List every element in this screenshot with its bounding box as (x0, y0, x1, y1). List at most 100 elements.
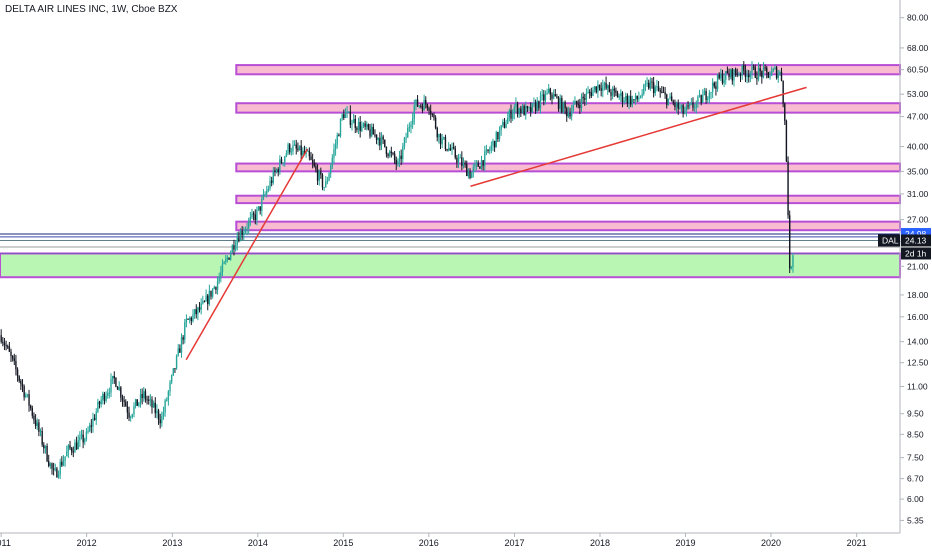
candle-body (488, 149, 491, 151)
candle-body (634, 95, 637, 101)
candle-body (521, 105, 524, 113)
candle-body (774, 67, 776, 69)
candle-body (262, 194, 265, 199)
candle-body (287, 144, 289, 154)
y-tick-label: 21.00 (907, 261, 929, 271)
candle-body (182, 337, 184, 340)
candle-body (434, 117, 437, 129)
x-tick-label: 2019 (675, 538, 695, 548)
candle-body (213, 286, 215, 289)
candle-body (126, 406, 129, 413)
candle-body (744, 70, 747, 78)
candle-body (290, 151, 293, 153)
y-tick-label: 18.00 (907, 290, 929, 300)
candle-body (700, 95, 702, 103)
candle-body (664, 92, 666, 95)
y-tick-label: 9.50 (907, 409, 924, 419)
candle-body (333, 149, 335, 158)
chart-title: DELTA AIR LINES INC, 1W, Cboe BZX (5, 4, 178, 15)
candle-body (467, 171, 470, 177)
candle-body (234, 245, 237, 250)
candle-body (300, 145, 302, 156)
candle-body (702, 95, 704, 103)
candle-body (684, 111, 686, 114)
candle-body (36, 422, 38, 426)
candle-body (192, 314, 194, 321)
candle-body (49, 463, 52, 466)
candle-body (400, 155, 402, 159)
candle-body (425, 99, 427, 105)
candle-body (690, 102, 693, 104)
candle-body (739, 74, 742, 76)
candle-body (757, 68, 760, 80)
candle-body (321, 174, 324, 188)
y-tick-label: 12.50 (907, 358, 929, 368)
candle-body (115, 377, 117, 387)
x-tick-label: 2016 (419, 538, 439, 548)
candle-body (728, 73, 730, 78)
candle-body (397, 160, 399, 165)
candle-body (243, 232, 245, 236)
candle-body (29, 405, 32, 409)
candle-body (597, 84, 599, 93)
candle-body (531, 103, 534, 113)
candle-body (26, 394, 29, 396)
y-tick-label: 40.00 (907, 142, 929, 152)
candle-body (543, 94, 545, 101)
candle-body (639, 96, 642, 98)
candle-body (295, 144, 297, 149)
candle-body (426, 104, 429, 109)
candle-body (654, 87, 656, 94)
candle-body (162, 412, 165, 417)
candle-body (631, 99, 634, 105)
candle-body (507, 117, 509, 124)
candle-body (669, 96, 671, 99)
candle-body (511, 112, 514, 119)
candle-body (318, 171, 320, 181)
candle-body (623, 100, 625, 103)
candle-body (120, 387, 122, 398)
candle-body (413, 105, 415, 119)
candle-body (644, 84, 647, 86)
candle-body (131, 414, 134, 417)
candle-body (459, 157, 461, 159)
candle-body (452, 146, 455, 149)
candle-body (179, 348, 181, 353)
candle-body (457, 158, 460, 163)
y-tick-label: 80.00 (907, 13, 929, 23)
candle-body (388, 151, 391, 157)
candle-body (251, 213, 253, 218)
candle-body (334, 144, 337, 150)
candle-body (216, 281, 219, 290)
last-price-tag (901, 234, 931, 247)
candle-body (8, 346, 11, 352)
candle-body (767, 71, 770, 78)
candle-body (34, 419, 37, 426)
candle-body (761, 71, 763, 78)
candle-body (88, 425, 91, 431)
candle-body (85, 431, 88, 440)
candle-body (341, 114, 343, 120)
trend-line (185, 148, 309, 361)
candle-body (729, 69, 732, 78)
candle-body (315, 166, 317, 170)
candle-body (57, 474, 60, 478)
candle-body (498, 130, 501, 140)
candle-body (731, 69, 734, 81)
candle-body (226, 257, 229, 260)
candle-body (346, 111, 348, 114)
candle-body (143, 391, 145, 399)
candle-body (331, 157, 334, 167)
candle-body (215, 286, 217, 290)
candle-body (16, 369, 19, 377)
candle-body (485, 149, 488, 152)
candle-body (129, 416, 132, 418)
candle-body (177, 348, 179, 356)
candle-body (656, 86, 658, 88)
candle-body (329, 166, 332, 174)
candle-body (469, 171, 471, 179)
candle-body (554, 94, 556, 97)
candle-body (575, 101, 578, 105)
